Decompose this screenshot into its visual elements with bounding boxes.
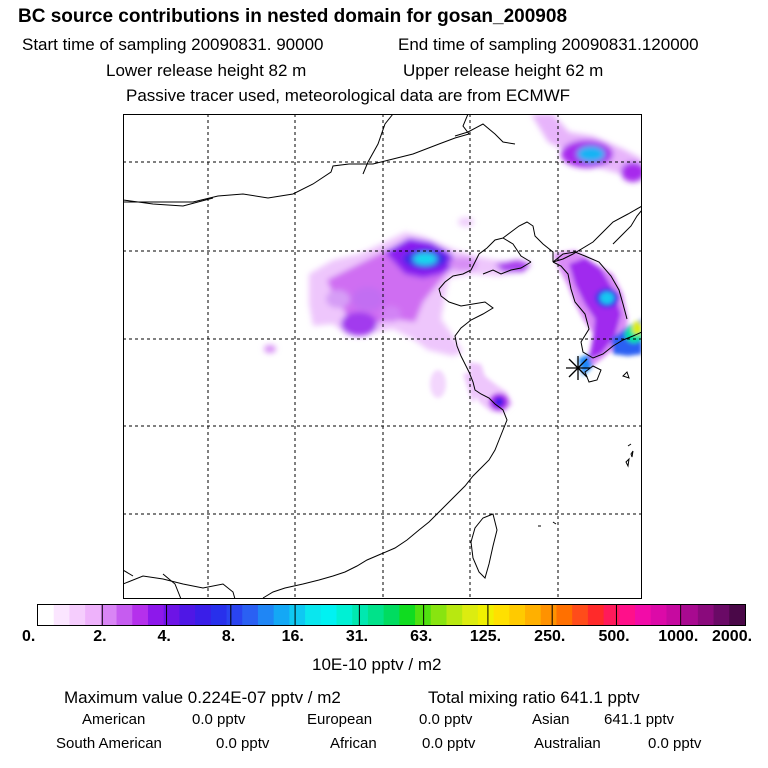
color-scale-tick-label: 16.: [281, 628, 304, 645]
color-swatch: [525, 605, 542, 625]
color-swatch: [713, 605, 730, 625]
maximum-value-label: Maximum value 0.224E-07 pptv / m2: [64, 688, 341, 707]
color-swatch: [132, 605, 149, 625]
source-label-south-american: South American: [56, 735, 162, 752]
color-swatch: [289, 605, 306, 625]
color-swatch: [399, 605, 416, 625]
page-title: BC source contributions in nested domain…: [18, 6, 568, 27]
color-swatch: [69, 605, 86, 625]
tracer-note: Passive tracer used, meteorological data…: [126, 86, 571, 105]
source-label-american: American: [82, 711, 146, 728]
source-contribution-map: [123, 114, 642, 599]
color-swatch: [477, 605, 495, 625]
color-swatch: [603, 605, 620, 625]
color-swatch: [682, 605, 699, 625]
color-swatch: [179, 605, 196, 625]
color-swatch: [587, 605, 605, 625]
color-swatch: [53, 605, 70, 625]
source-value-american: 0.0 pptv: [192, 711, 246, 728]
color-swatch: [635, 605, 652, 625]
color-swatch: [729, 605, 746, 625]
color-scale-tick-label: 2.: [93, 628, 107, 645]
upper-release-label: Upper release height 62 m: [403, 61, 604, 80]
color-swatch: [666, 605, 683, 625]
color-swatch: [100, 605, 118, 625]
color-swatch: [85, 605, 102, 625]
color-swatch: [462, 605, 479, 625]
color-swatch: [305, 605, 322, 625]
color-swatch: [367, 605, 385, 625]
color-swatch: [163, 605, 180, 625]
color-swatch: [556, 605, 573, 625]
units-label: 10E-10 pptv / m2: [312, 655, 442, 674]
color-scale-tick-label: 2000.: [712, 628, 753, 645]
source-value-european: 0.0 pptv: [419, 711, 473, 728]
color-swatch: [619, 605, 636, 625]
color-swatch: [650, 605, 667, 625]
color-swatch: [336, 605, 353, 625]
color-swatch: [540, 605, 557, 625]
total-mixing-ratio-label: Total mixing ratio 641.1 pptv: [428, 688, 640, 707]
lower-release-label: Lower release height 82 m: [106, 61, 307, 80]
color-swatch: [226, 605, 243, 625]
color-scale-tick-label: 0.: [22, 628, 36, 645]
color-scale-border: [37, 604, 746, 626]
star-icon: [566, 356, 590, 380]
color-scale-bar: [37, 604, 746, 626]
color-swatch: [147, 605, 165, 625]
color-swatch: [446, 605, 463, 625]
color-swatch: [273, 605, 290, 625]
color-scale-tick-label: 31.: [345, 628, 369, 645]
color-scale-tick-label: 1000.: [658, 628, 699, 645]
color-scale-tick-label: 4.: [157, 628, 171, 645]
source-value-australian: 0.0 pptv: [648, 735, 702, 752]
color-scale-tick-label: 125.: [469, 628, 502, 645]
color-scale-tick-label: 63.: [410, 628, 433, 645]
color-scale-tick-label: 250.: [534, 628, 566, 645]
coastlines: [123, 114, 642, 599]
source-value-south-american: 0.0 pptv: [216, 735, 270, 752]
color-swatch: [697, 605, 715, 625]
color-swatch: [383, 605, 400, 625]
color-swatch: [572, 605, 589, 625]
color-swatch: [320, 605, 338, 625]
color-scale-tick-label: 8.: [221, 628, 236, 645]
start-time-label: Start time of sampling 20090831. 90000: [22, 35, 324, 54]
color-swatch: [195, 605, 212, 625]
source-label-european: European: [307, 711, 373, 728]
color-swatch: [430, 605, 447, 625]
source-label-australian: Australian: [534, 735, 601, 752]
color-swatch: [352, 605, 369, 625]
source-label-asian: Asian: [532, 711, 570, 728]
color-swatch: [493, 605, 510, 625]
source-value-african: 0.0 pptv: [422, 735, 476, 752]
color-swatch: [242, 605, 259, 625]
color-swatch: [257, 605, 275, 625]
color-swatch: [210, 605, 228, 625]
color-scale-tick-label: 500.: [598, 628, 630, 645]
source-value-asian: 641.1 pptv: [604, 711, 675, 728]
color-swatch: [38, 605, 55, 625]
end-time-label: End time of sampling 20090831.120000: [398, 35, 699, 54]
contribution-field: [264, 114, 642, 414]
grid-lines: [123, 114, 642, 599]
color-swatch: [116, 605, 133, 625]
color-swatch: [509, 605, 526, 625]
source-label-african: African: [330, 735, 377, 752]
